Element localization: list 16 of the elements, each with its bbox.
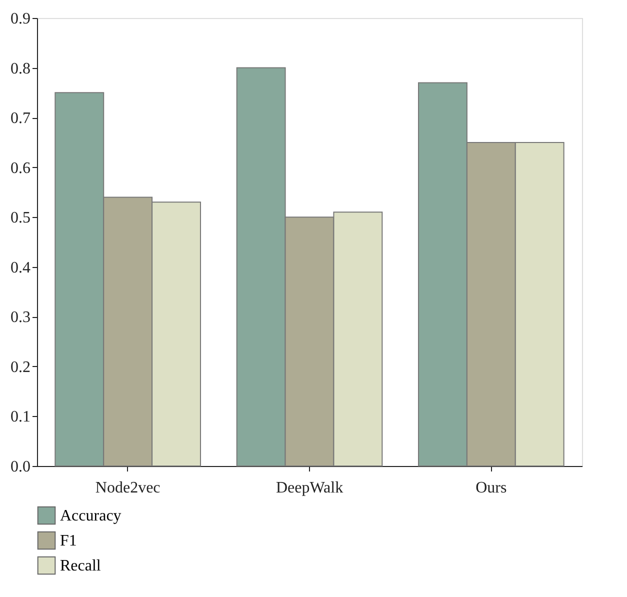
- x-tick-label: Ours: [476, 480, 507, 496]
- y-tick-label: 0.7: [10, 110, 30, 128]
- legend-label: Accuracy: [60, 508, 122, 524]
- legend-label: F1: [60, 532, 77, 550]
- y-tick-label: 0.6: [10, 160, 30, 177]
- y-tick-label: 0.2: [10, 358, 30, 376]
- y-tick-label: 0.9: [10, 10, 30, 28]
- y-tick-label: 0.4: [10, 259, 30, 276]
- x-tick-label: Node2vec: [95, 480, 160, 496]
- y-tick-label: 0.1: [10, 408, 30, 426]
- legend-label: Recall: [60, 558, 102, 574]
- x-tick-label: DeepWalk: [276, 480, 344, 496]
- y-tick-label: 0.5: [10, 210, 30, 227]
- y-tick-label: 0.0: [10, 458, 30, 476]
- y-tick-label: 0.3: [10, 309, 30, 326]
- y-tick-label: 0.8: [10, 60, 30, 78]
